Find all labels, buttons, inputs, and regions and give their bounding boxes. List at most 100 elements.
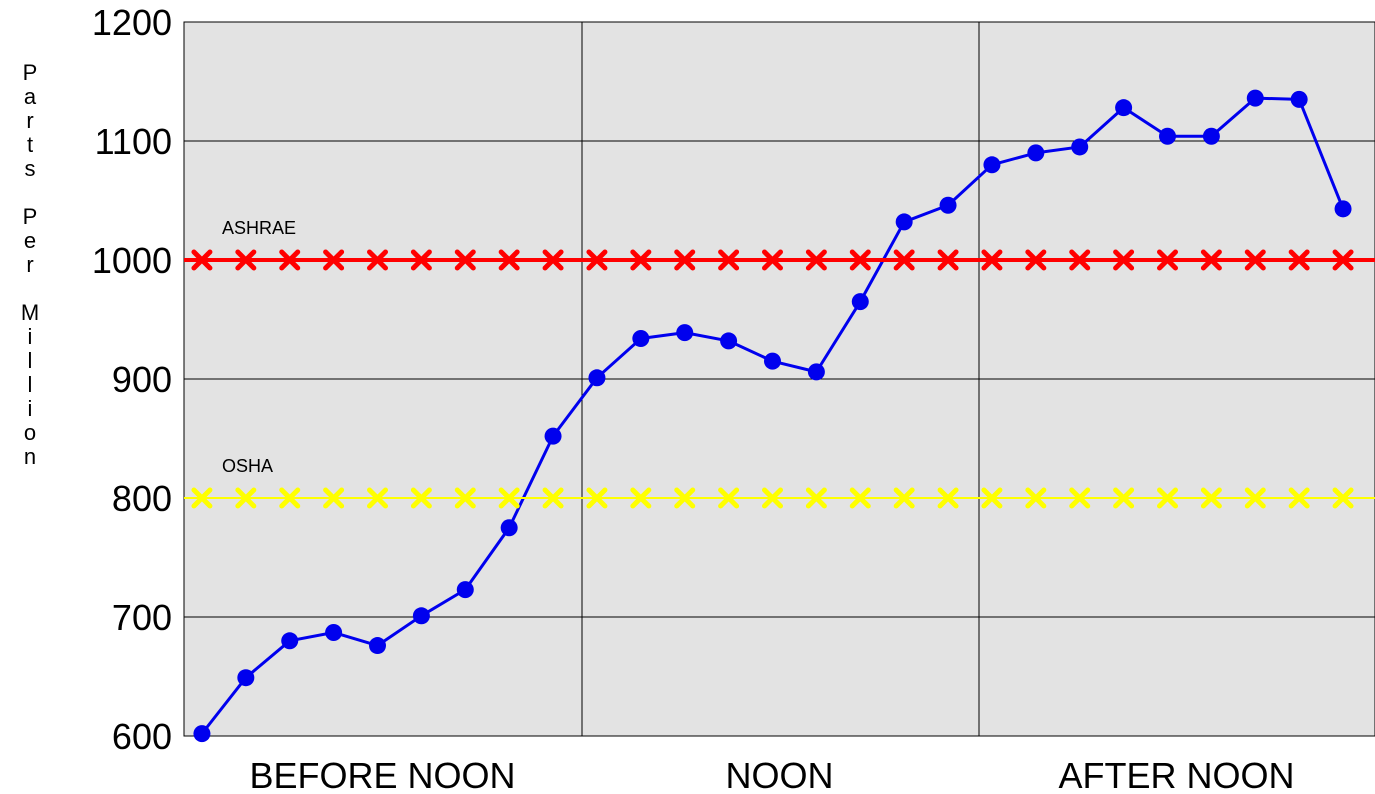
x-marker [805,249,827,271]
data-point [1202,127,1220,145]
y-tick-label: 1200 [92,2,172,43]
x-marker [893,487,915,509]
x-marker [805,487,827,509]
x-marker [718,487,740,509]
x-marker [981,487,1003,509]
y-axis-label-letter: l [28,348,33,373]
data-point [237,669,255,687]
data-point [676,324,694,342]
x-marker [1113,487,1135,509]
data-point [544,427,562,445]
x-marker [367,249,388,271]
y-axis-label-letter: e [24,228,36,253]
y-tick-label: 1100 [95,121,172,162]
x-marker [674,487,696,509]
data-point [1246,89,1264,107]
y-axis-label-letter: a [24,84,37,109]
data-point [1290,90,1308,108]
series-layer [184,89,1375,743]
data-point [456,581,474,599]
data-point [281,632,299,650]
x-marker [191,487,213,509]
data-point [720,332,738,350]
data-point [764,352,781,370]
x-marker [279,249,301,271]
reference-line-label: OSHA [222,456,273,476]
reference-line-label: ASHRAE [222,218,296,238]
y-axis-label-letter: i [28,324,33,349]
x-marker [1332,249,1354,271]
data-point [1159,127,1176,145]
x-marker [762,249,783,271]
x-marker [849,487,871,509]
y-axis-label-letter: r [26,252,33,277]
y-axis-ticks: 600 700 800 900 1000 1100 1200 [92,2,172,757]
x-marker [279,487,301,509]
y-axis-label-letter: r [26,108,33,133]
x-marker [1244,249,1266,271]
data-point [588,369,606,387]
y-axis-label-letter: i [28,396,33,421]
y-tick-label: 800 [112,478,172,519]
x-marker [718,249,740,271]
y-axis-label-letter: P [23,204,38,229]
y-axis-label-letter: l [28,372,33,397]
x-tick-label: NOON [726,755,834,794]
x-marker [410,249,432,271]
x-marker [454,487,476,509]
y-axis-label-letter: n [24,444,36,469]
x-marker [1025,249,1047,271]
x-axis-ticks: BEFORE NOON NOON AFTER NOON [249,755,1294,794]
x-marker [1288,249,1310,271]
data-point [983,156,1001,174]
y-tick-label: 600 [112,716,172,757]
x-marker [1025,487,1047,509]
y-axis-label-letter: o [24,420,36,445]
data-point [807,363,825,381]
data-point [1334,200,1352,218]
data-point [325,623,343,641]
x-marker [323,487,345,509]
x-marker [191,249,213,271]
x-marker [1157,249,1178,271]
x-marker [630,487,652,509]
x-marker [1069,249,1091,271]
x-marker [1200,487,1222,509]
x-marker [1113,249,1135,271]
y-axis-label-letter: s [25,156,36,181]
x-tick-label: BEFORE NOON [249,755,515,794]
data-point [412,607,430,625]
x-marker [1244,487,1266,509]
x-marker [323,249,345,271]
data-point [851,293,869,311]
y-tick-label: 900 [112,359,172,400]
x-marker [586,487,608,509]
x-marker [1157,487,1178,509]
x-marker [454,249,476,271]
data-point [939,196,957,214]
x-marker [586,249,608,271]
y-tick-label: 700 [112,597,172,638]
x-marker [1069,487,1091,509]
y-axis-label-letter: M [21,300,39,325]
data-point [1027,144,1045,162]
x-marker [937,487,959,509]
x-marker [1288,487,1310,509]
x-marker [1332,487,1354,509]
x-marker [235,487,257,509]
x-marker [893,249,915,271]
data-point [500,519,518,537]
data-point [632,330,650,348]
data-point [1115,99,1133,117]
x-marker [542,487,564,509]
data-point [193,725,211,743]
x-marker [498,487,520,509]
x-marker [410,487,432,509]
x-marker [367,487,388,509]
x-marker [937,249,959,271]
data-point [369,637,386,655]
x-tick-label: AFTER NOON [1058,755,1294,794]
x-marker [981,249,1003,271]
